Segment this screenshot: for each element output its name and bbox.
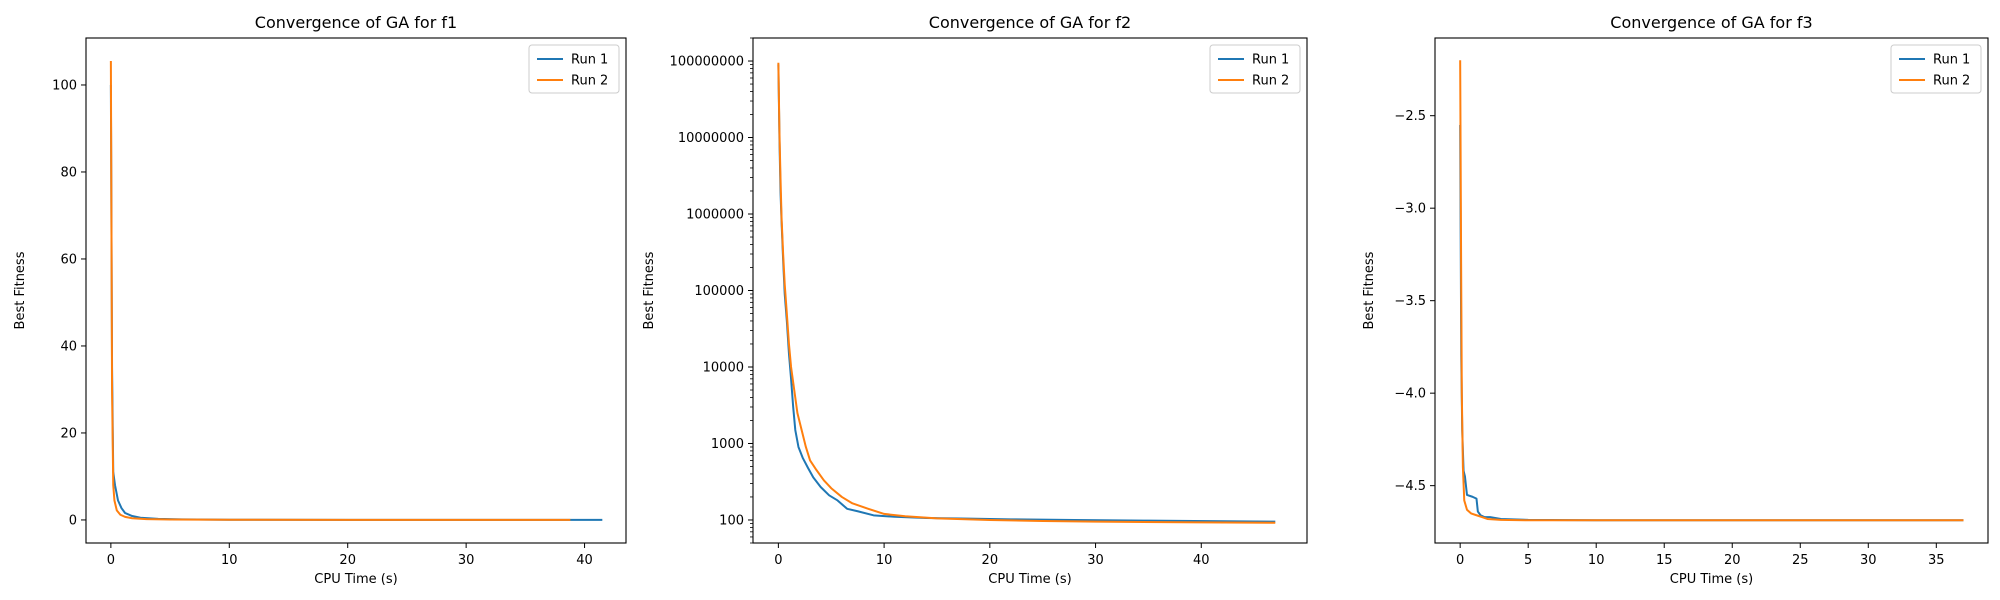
y-tick-label: 100000 <box>694 284 744 299</box>
legend: Run 1 Run 2 <box>528 44 620 94</box>
y-tick-label: 60 <box>60 252 77 267</box>
y-tick-label: 0 <box>69 513 77 528</box>
y-tick-label: 80 <box>60 165 77 180</box>
x-tick-label: 0 <box>1456 553 1464 568</box>
chart-title: Convergence of GA for f2 <box>929 13 1131 32</box>
x-tick-label: 30 <box>458 553 475 568</box>
chart-title: Convergence of GA for f3 <box>1610 13 1812 32</box>
x-axis-label: CPU Time (s) <box>988 572 1071 587</box>
y-tick-label: −4.5 <box>1394 479 1426 494</box>
chart-3: 0 5 10 15 20 25 30 35 −4.5 −4.0 −3.5 −3.0 −2.5 Conver… <box>1362 13 1989 587</box>
legend-label-run-1: Run 1 <box>1933 53 1970 68</box>
x-tick-label: 20 <box>339 553 356 568</box>
x-tick-label: 0 <box>107 553 115 568</box>
plot-frame <box>1434 37 1989 544</box>
x-tick-label: 0 <box>774 553 782 568</box>
y-tick-label: −2.5 <box>1394 109 1426 124</box>
x-tick-label: 35 <box>1928 553 1945 568</box>
y-tick-label: −3.0 <box>1394 202 1426 217</box>
plot-frame <box>752 37 1308 544</box>
y-tick-label: 100000000 <box>670 55 744 70</box>
x-tick-label: 20 <box>1724 553 1741 568</box>
y-axis-label: Best Fitness <box>642 251 657 329</box>
legend: Run 1 Run 2 <box>1209 44 1301 94</box>
series-line-run-1 <box>109 84 603 521</box>
chart-1: 0 10 20 30 40 0 20 40 60 80 100 Convergence of GA f… <box>13 13 627 587</box>
x-tick-label: 10 <box>876 553 893 568</box>
x-axis-label: CPU Time (s) <box>1670 572 1753 587</box>
y-tick-label: 40 <box>60 339 77 354</box>
x-tick-label: 15 <box>1656 553 1673 568</box>
y-tick-label: 10000000 <box>678 131 744 146</box>
chart-title: Convergence of GA for f1 <box>255 13 457 32</box>
x-tick-label: 20 <box>982 553 999 568</box>
y-tick-label: 1000000 <box>686 208 744 223</box>
legend-label-run-2: Run 2 <box>1933 74 1970 89</box>
x-tick-label: 10 <box>1588 553 1605 568</box>
series-line-run-1 <box>1459 124 1964 522</box>
x-tick-label: 40 <box>576 553 593 568</box>
chart-2: 0 10 20 30 40 100 1000 10000 100000 1000000 100000… <box>642 13 1308 587</box>
y-tick-label: 100 <box>52 78 77 93</box>
series-line-run-2 <box>109 61 571 521</box>
y-tick-label: 10000 <box>703 360 744 375</box>
x-tick-label: 40 <box>1193 553 1210 568</box>
series-line-run-1 <box>777 64 1276 523</box>
series-line-run-2 <box>1459 60 1964 522</box>
series-line-run-2 <box>777 62 1276 524</box>
x-tick-label: 30 <box>1860 553 1877 568</box>
y-tick-label: 1000 <box>711 437 744 452</box>
legend-label-run-1: Run 1 <box>571 53 608 68</box>
y-tick-label: −4.0 <box>1394 387 1426 402</box>
y-axis-label: Best Fitness <box>13 251 28 329</box>
legend-label-run-1: Run 1 <box>1252 53 1289 68</box>
x-tick-label: 5 <box>1524 553 1532 568</box>
x-tick-label: 10 <box>221 553 238 568</box>
y-tick-label: 100 <box>719 513 744 528</box>
plot-frame <box>85 37 627 544</box>
y-tick-label: 20 <box>60 426 77 441</box>
y-tick-label: −3.5 <box>1394 294 1426 309</box>
legend-label-run-2: Run 2 <box>1252 74 1289 89</box>
x-tick-label: 30 <box>1087 553 1104 568</box>
x-axis-label: CPU Time (s) <box>314 572 397 587</box>
legend-label-run-2: Run 2 <box>571 74 608 89</box>
y-axis-label: Best Fitness <box>1362 251 1377 329</box>
legend: Run 1 Run 2 <box>1890 44 1982 94</box>
x-tick-label: 25 <box>1792 553 1809 568</box>
